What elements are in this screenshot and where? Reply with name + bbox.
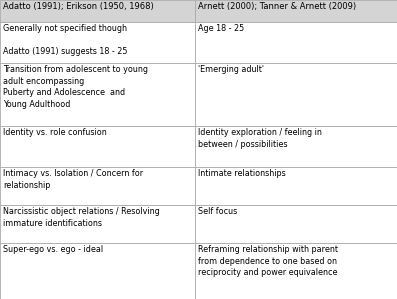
Bar [195, 126, 397, 167]
Text: Self focus: Self focus [198, 207, 237, 216]
Bar [0, 205, 195, 243]
Text: Generally not specified though

Adatto (1991) suggests 18 - 25: Generally not specified though Adatto (1… [3, 24, 127, 56]
Text: Super-ego vs. ego - ideal: Super-ego vs. ego - ideal [3, 245, 103, 254]
Bar [0, 0, 195, 22]
Text: Reframing relationship with parent
from dependence to one based on
reciprocity a: Reframing relationship with parent from … [198, 245, 338, 277]
Bar [195, 167, 397, 205]
Bar [195, 63, 397, 126]
Text: Identity vs. role confusion: Identity vs. role confusion [3, 128, 107, 137]
Bar [195, 0, 397, 22]
Bar [0, 22, 195, 63]
Bar [0, 243, 195, 299]
Text: Arnett (2000); Tanner & Arnett (2009): Arnett (2000); Tanner & Arnett (2009) [198, 2, 357, 11]
Text: Intimacy vs. Isolation / Concern for
relationship: Intimacy vs. Isolation / Concern for rel… [3, 169, 143, 190]
Text: 'Emerging adult': 'Emerging adult' [198, 65, 264, 74]
Bar [0, 63, 195, 126]
Text: Narcissistic object relations / Resolving
immature identifications: Narcissistic object relations / Resolvin… [3, 207, 160, 228]
Bar [195, 205, 397, 243]
Text: Intimate relationships: Intimate relationships [198, 169, 286, 178]
Bar [0, 167, 195, 205]
Text: Transition from adolescent to young
adult encompassing
Puberty and Adolescence  : Transition from adolescent to young adul… [3, 65, 148, 109]
Text: Age 18 - 25: Age 18 - 25 [198, 24, 245, 33]
Text: Adatto (1991); Erikson (1950, 1968): Adatto (1991); Erikson (1950, 1968) [3, 2, 154, 11]
Bar [195, 243, 397, 299]
Bar [0, 126, 195, 167]
Text: Identity exploration / feeling in
between / possibilities: Identity exploration / feeling in betwee… [198, 128, 322, 149]
Bar [195, 22, 397, 63]
